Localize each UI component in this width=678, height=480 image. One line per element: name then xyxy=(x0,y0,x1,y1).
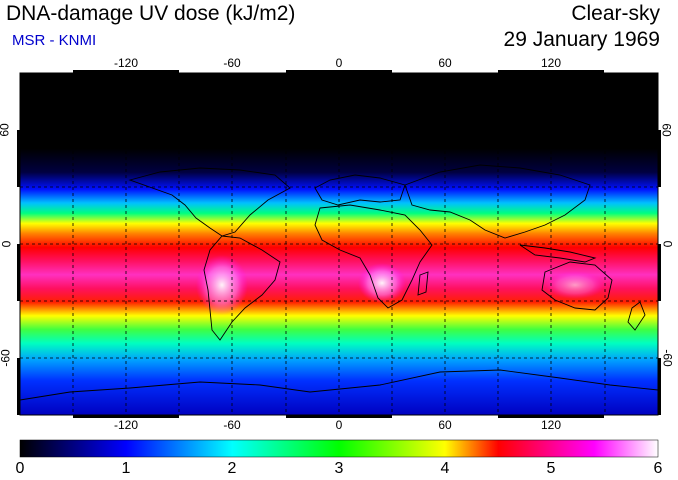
coast-new-zealand xyxy=(627,301,646,331)
frame-tick-top xyxy=(73,70,179,73)
lon-tick-label: 60 xyxy=(438,418,452,432)
colorbar-label: 3 xyxy=(334,460,344,477)
source-label: MSR - KNMI xyxy=(12,32,97,49)
graticule xyxy=(20,73,658,415)
frame-tick-right xyxy=(658,130,661,187)
hotspot-south-america xyxy=(196,255,248,315)
lon-tick-label: -60 xyxy=(223,56,241,70)
sky-condition-label: Clear-sky xyxy=(571,2,660,25)
coast-africa xyxy=(314,204,433,309)
colorbar-label: 1 xyxy=(121,460,131,477)
coast-antarctica xyxy=(19,369,659,401)
lon-tick-label: 60 xyxy=(438,56,452,70)
coast-asia xyxy=(404,164,591,239)
coast-north-america xyxy=(128,167,291,237)
lon-tick-label: -120 xyxy=(113,418,139,432)
lon-tick-label: 120 xyxy=(540,56,562,70)
frame-tick-top xyxy=(498,70,604,73)
frame-tick-left xyxy=(17,130,20,187)
map-title: DNA-damage UV dose (kJ/m2) xyxy=(6,2,296,25)
lon-tick-label: 0 xyxy=(335,56,343,70)
frame-tick-right xyxy=(658,358,661,415)
colorbar-label: 5 xyxy=(546,460,556,477)
frame-tick-bottom xyxy=(73,415,179,418)
frame-tick-right xyxy=(658,244,661,301)
coast-madagascar xyxy=(417,271,429,296)
map-frame xyxy=(17,70,661,418)
frame-tick-bottom xyxy=(286,415,392,418)
coast-indonesia xyxy=(519,244,597,263)
colorbar-label: 0 xyxy=(15,460,25,477)
lat-tick-label: 0 xyxy=(660,240,675,248)
colorbar-label: 6 xyxy=(653,460,663,477)
colorbar-ramp xyxy=(19,439,659,458)
lat-tick-label: 60 xyxy=(659,123,674,137)
lon-tick-label: 0 xyxy=(335,418,343,432)
colorbar-label: 2 xyxy=(227,460,237,477)
frame-tick-bottom xyxy=(498,415,604,418)
lon-tick-label: 120 xyxy=(540,418,562,432)
colorbar-label: 4 xyxy=(440,460,450,477)
coast-australia xyxy=(541,261,613,311)
hotspot-southern-africa xyxy=(358,263,406,303)
frame-tick-top xyxy=(286,70,392,73)
date-label: 29 January 1969 xyxy=(503,28,660,51)
hotspot-australia xyxy=(545,271,605,299)
lat-tick-label: -60 xyxy=(660,349,675,367)
lat-tick-label: 60 xyxy=(0,123,12,137)
map-border xyxy=(19,72,659,416)
lat-tick-label: -60 xyxy=(0,349,13,367)
frame-ticks xyxy=(17,70,661,418)
coast-europe xyxy=(314,174,406,206)
lon-tick-label: -120 xyxy=(113,56,139,70)
frame-tick-left xyxy=(17,358,20,415)
colorbar xyxy=(19,439,659,458)
lat-tick-label: 0 xyxy=(0,240,14,248)
frame-tick-left xyxy=(17,244,20,301)
lon-tick-label: -60 xyxy=(223,418,241,432)
